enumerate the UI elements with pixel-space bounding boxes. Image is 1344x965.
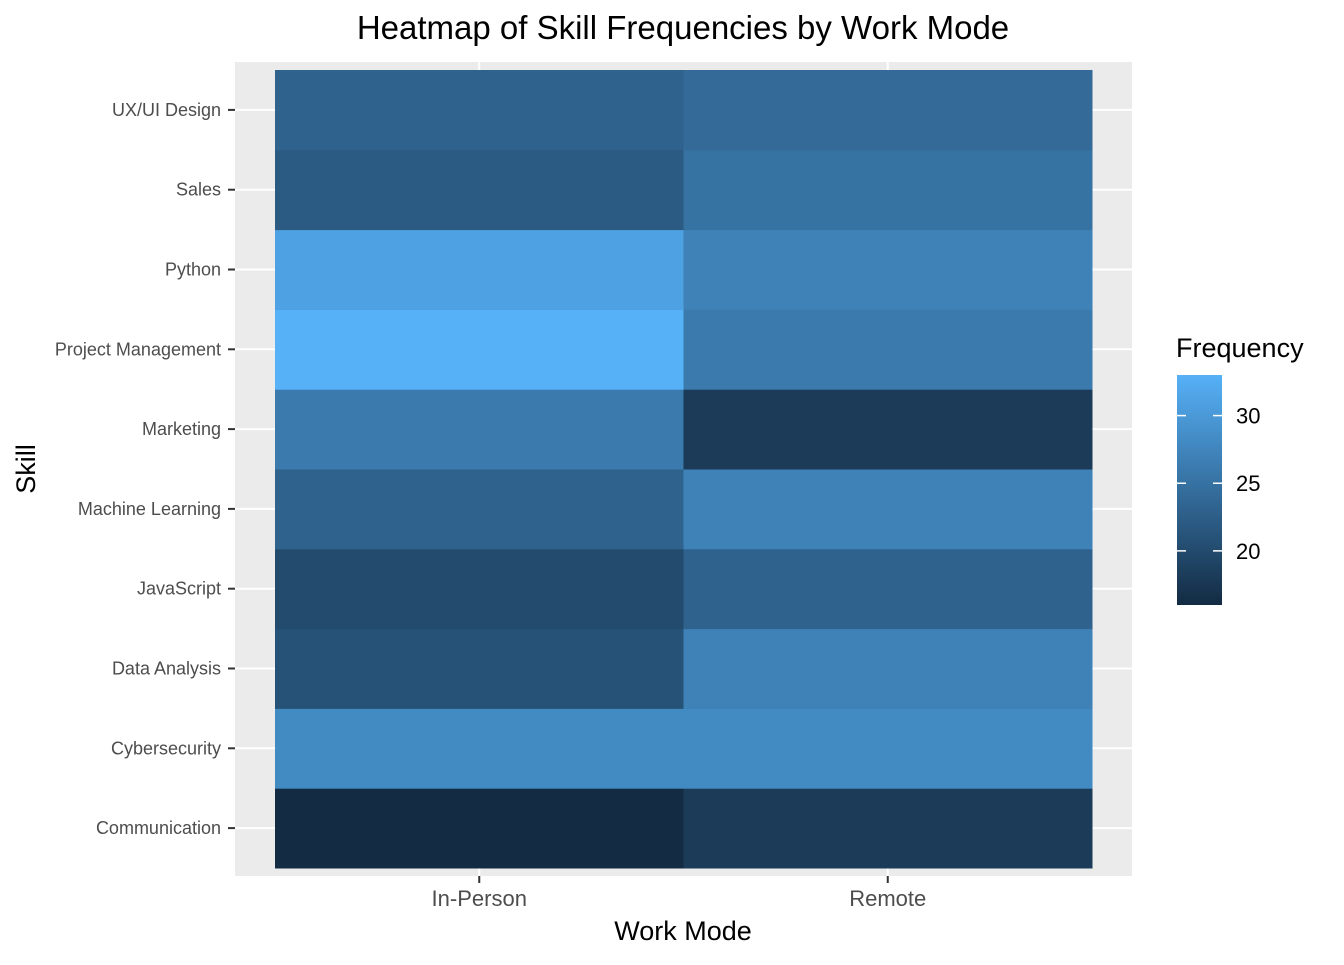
y-tick-label: UX/UI Design [112,100,221,120]
heatmap-cells [275,70,1093,869]
heatmap-cell [683,469,1093,550]
legend-ticks: 20 25 30 [1177,404,1260,564]
y-axis: Communication Cybersecurity Data Analysis J… [55,100,235,838]
heatmap-cell [683,149,1093,231]
legend-colorbar [1177,375,1222,605]
heatmap-cell [683,708,1093,789]
y-tick-label: JavaScript [137,579,221,599]
y-tick-label: Marketing [142,419,221,439]
heatmap-cell [275,708,684,789]
y-tick-label: Python [165,260,221,280]
y-tick-label: Communication [96,818,221,838]
heatmap-cell [683,389,1093,470]
legend-tick-label: 20 [1236,539,1260,564]
heatmap-cell [275,229,684,310]
x-axis: In-Person Remote [432,876,926,911]
legend-tick-label: 25 [1236,471,1260,496]
y-tick-label: Machine Learning [78,499,221,519]
heatmap-cell [683,788,1093,869]
heatmap-cell [275,389,684,470]
heatmap-cell [683,309,1093,390]
heatmap-cell [275,788,684,869]
legend-title: Frequency [1176,333,1304,363]
y-tick-label: Project Management [55,339,221,359]
legend: Frequency 20 25 30 [1176,333,1304,605]
x-axis-title: Work Mode [614,916,752,946]
heatmap-cell [683,229,1093,310]
heatmap-cell [683,70,1093,151]
x-tick-label: In-Person [432,886,527,911]
y-axis-title: Skill [11,444,41,494]
y-tick-label: Data Analysis [112,659,221,679]
y-tick-label: Cybersecurity [111,738,221,758]
chart-title: Heatmap of Skill Frequencies by Work Mod… [357,9,1009,46]
heatmap-cell [275,309,684,390]
heatmap-cell [683,628,1093,709]
heatmap-cell [275,149,684,231]
heatmap-cell [275,469,684,550]
heatmap-cell [275,548,684,630]
x-tick-label: Remote [849,886,926,911]
y-tick-label: Sales [176,180,221,200]
heatmap-cell [683,548,1093,630]
heatmap-cell [275,628,684,709]
heatmap-cell [275,70,684,151]
legend-tick-label: 30 [1236,404,1260,429]
